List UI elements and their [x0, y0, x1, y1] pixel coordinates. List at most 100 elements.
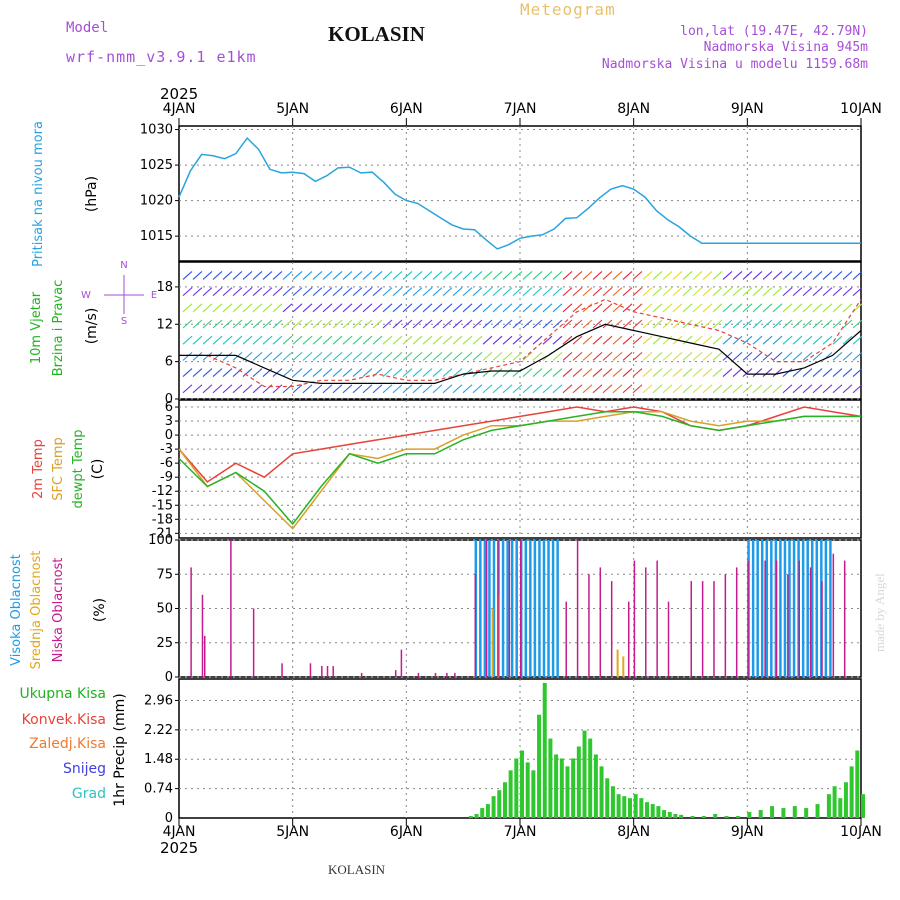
cloud-low-bar — [747, 560, 749, 677]
wind-barb — [262, 303, 273, 313]
wind-barb — [472, 287, 483, 297]
wind-barb — [742, 351, 753, 361]
wind-barb — [682, 287, 693, 297]
cloud-ytick-label: 100 — [148, 533, 173, 548]
wind-barb — [342, 368, 353, 377]
wind-barb — [492, 384, 503, 394]
wind-barb — [512, 319, 523, 329]
wind-barb — [772, 384, 783, 394]
temperature-ytick-label: 0 — [165, 428, 173, 443]
wind-barb — [182, 368, 193, 377]
wind-barb — [842, 319, 853, 329]
wind-barb — [362, 368, 373, 377]
cloud-low-bar — [627, 601, 630, 677]
wind-barb — [572, 335, 583, 345]
cloud-high-bar — [547, 540, 550, 677]
wind-barb — [482, 368, 493, 377]
wind-barb — [702, 368, 713, 377]
temperature-ytick-label: 6 — [165, 400, 173, 415]
wind-barb — [422, 287, 433, 297]
wind-barb — [402, 368, 413, 377]
precip-bar — [497, 790, 502, 818]
wind-barb — [522, 368, 533, 377]
wind-barb — [332, 351, 343, 361]
wind-barb — [542, 287, 553, 297]
wind-barb — [292, 303, 303, 313]
wind-barb — [612, 368, 623, 377]
wind-barb — [732, 303, 743, 313]
wind-barb — [492, 319, 503, 329]
wind-barb — [442, 335, 453, 345]
wind-barb — [632, 335, 643, 345]
wind-barb — [452, 351, 463, 361]
wind-barb — [812, 319, 823, 329]
wind-barb — [692, 303, 703, 313]
wind-barb — [632, 351, 643, 361]
wind-barb — [432, 384, 443, 394]
cloud-high-bar — [542, 540, 546, 677]
precip-bar — [758, 810, 763, 818]
wind-barb — [212, 319, 223, 329]
precip-bar — [690, 816, 695, 818]
wind-barb — [252, 303, 263, 313]
temp-title-dewpt: dewpt Temp — [71, 429, 86, 508]
wind-barb — [442, 287, 453, 297]
wind-barb — [782, 303, 793, 313]
wind-barb — [512, 351, 523, 361]
wind-barb — [562, 384, 573, 394]
wind-barb — [282, 319, 293, 329]
wind-barb — [312, 384, 323, 394]
wind-barb — [592, 351, 603, 361]
wind-barb — [202, 271, 213, 280]
wind-barb — [542, 335, 553, 345]
wind-barb — [702, 271, 713, 280]
wind-barb — [462, 335, 473, 345]
wind-barb — [792, 271, 803, 280]
cloud-high-bar — [556, 540, 559, 677]
wind-barb — [202, 368, 213, 377]
cloud-high-bar — [751, 540, 755, 677]
wind-barb — [452, 368, 463, 377]
wind-barb — [562, 335, 573, 345]
wind-barb — [822, 319, 833, 329]
wind-barb — [642, 368, 653, 377]
wind-barb — [282, 303, 293, 313]
wind-barb — [662, 303, 673, 313]
wind-barb — [552, 368, 563, 377]
wind-barb — [712, 384, 723, 394]
wind-barb — [582, 303, 593, 313]
temp-title-sfc: SFC Temp — [51, 437, 66, 501]
wind-barb — [192, 303, 203, 313]
wind-barb — [592, 271, 603, 280]
wind-barb — [812, 384, 823, 394]
precip-bar — [491, 796, 496, 818]
wind-barb — [272, 335, 283, 345]
wind-barb — [402, 384, 413, 394]
wind-frame — [178, 261, 862, 400]
wind-barb — [642, 384, 653, 394]
cloud-high-bar — [529, 540, 532, 677]
wind-barb — [592, 303, 603, 313]
wind-barb — [692, 335, 703, 345]
cloud-low-bar — [843, 560, 846, 677]
wind-barb — [852, 384, 863, 394]
wind-barb — [842, 384, 853, 394]
wind-barb — [732, 384, 743, 394]
precip-bar — [673, 814, 678, 818]
precip-bar — [770, 806, 775, 818]
precip-bar — [639, 798, 644, 818]
wind-barb — [192, 287, 203, 297]
precip-bar — [645, 802, 650, 818]
wind-ytick-label: 6 — [165, 355, 173, 370]
precip-bar — [571, 758, 576, 818]
pressure-unit-label: (hPa) — [84, 176, 100, 212]
wind-barb — [802, 319, 813, 329]
precip-bar — [468, 816, 473, 818]
wind-barb — [422, 303, 433, 313]
wind-barb — [242, 368, 253, 377]
cloud-high-bar — [501, 540, 505, 677]
wind-barb — [782, 271, 793, 280]
wind-title-1: 10m Vjetar — [29, 291, 44, 364]
wind-barb — [252, 287, 263, 297]
